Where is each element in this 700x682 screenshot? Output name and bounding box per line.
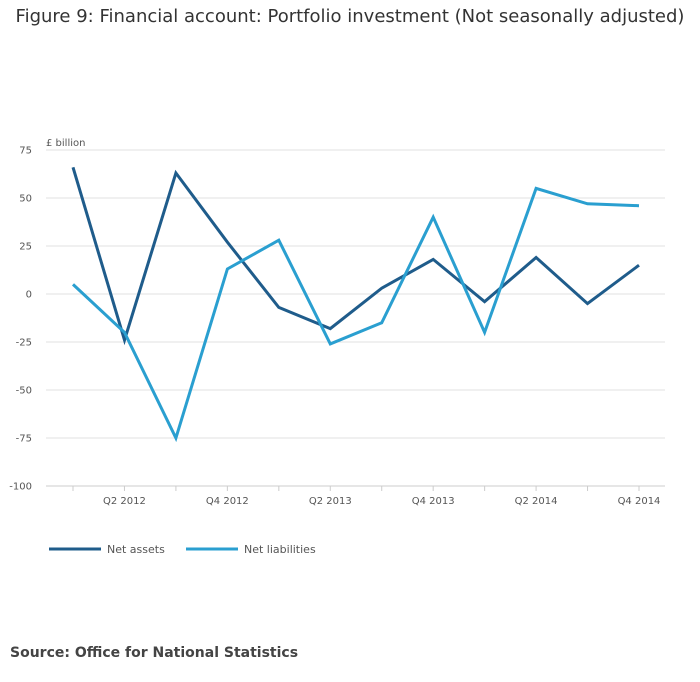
x-tick-label: Q4 2013 — [412, 496, 455, 507]
x-tick-label: Q2 2013 — [309, 496, 352, 507]
x-tick-label: Q4 2012 — [206, 496, 249, 507]
y-tick-label: -50 — [16, 386, 32, 397]
legend-label: Net liabilities — [244, 543, 316, 556]
legend: Net assets Net liabilities — [49, 543, 316, 556]
x-tick-label: Q2 2014 — [515, 496, 558, 507]
y-tick-label: -25 — [16, 338, 32, 349]
series-line-net-liabilities — [71, 186, 640, 443]
y-tick-label: 25 — [19, 242, 32, 253]
y-axis-unit-label: £ billion — [46, 138, 85, 149]
y-tick-label: 50 — [19, 194, 32, 205]
legend-item-net-liabilities[interactable]: Net liabilities — [186, 543, 316, 556]
y-tick-label: 0 — [26, 290, 32, 301]
y-tick-label: -100 — [9, 482, 32, 493]
series — [71, 166, 640, 443]
y-tick-label: -75 — [16, 434, 32, 445]
legend-label: Net assets — [107, 543, 165, 556]
source-note: Source: Office for National Statistics — [10, 645, 298, 661]
source-label: Source: — [10, 645, 70, 661]
x-tick-label: Q2 2012 — [103, 496, 146, 507]
axes: 75 50 25 0 -25 -50 -75 -100 £ billion Q2 2012 Q4 2… — [9, 138, 665, 507]
series-line-net-assets — [71, 166, 640, 346]
x-tick-label: Q4 2014 — [618, 496, 661, 507]
source-text: Office for National Statistics — [74, 645, 299, 661]
legend-item-net-assets[interactable]: Net assets — [49, 543, 165, 556]
chart-title: Figure 9: Financial account: Portfolio i… — [15, 6, 685, 27]
y-tick-label: 75 — [19, 146, 32, 157]
